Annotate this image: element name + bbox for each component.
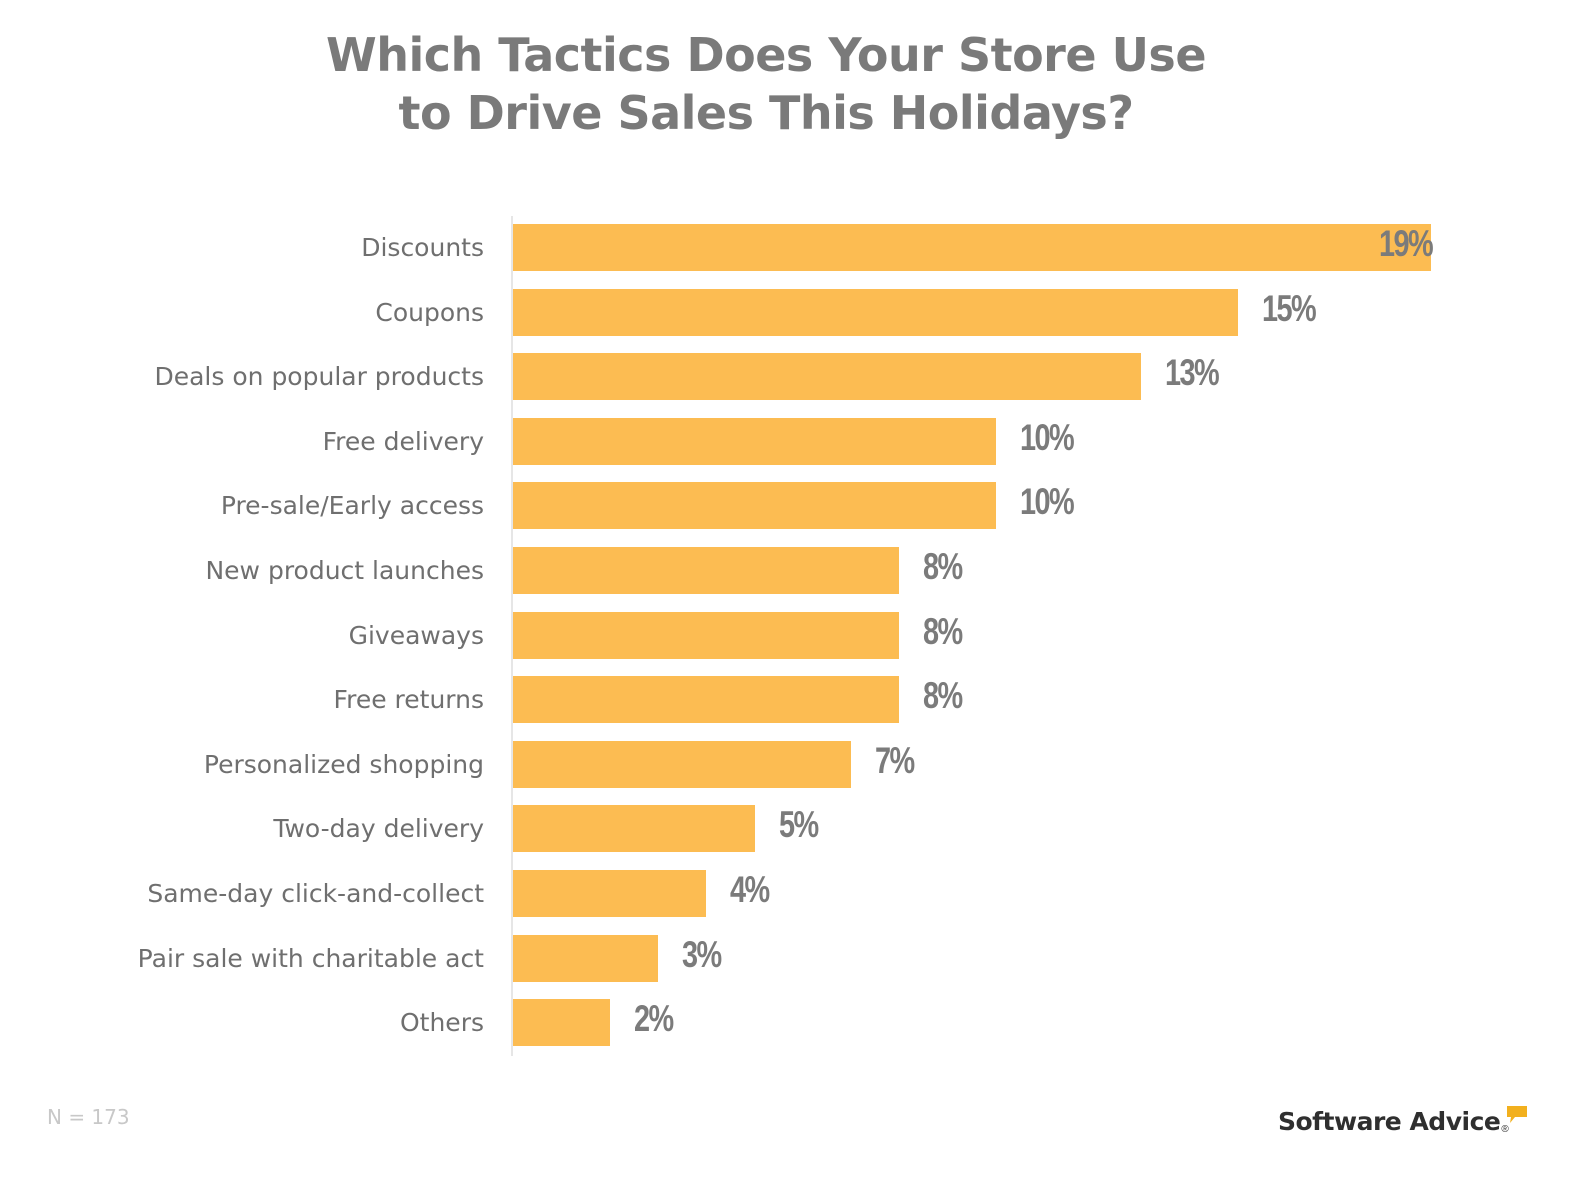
bar-row: Personalized shopping 7% — [0, 740, 1582, 788]
value-label: 7% — [875, 739, 915, 781]
bar — [513, 676, 900, 724]
bar-row: Two-day delivery 5% — [0, 804, 1582, 853]
bar-row: Others 2% — [0, 998, 1582, 1047]
value-label: 5% — [778, 804, 819, 846]
bar-row: Discounts 19% — [0, 223, 1582, 271]
brand-logo: Software Advice ® — [1278, 1104, 1527, 1140]
bar-row: Pair sale with charitable act 3% — [0, 934, 1582, 982]
category-label: New product launches — [205, 556, 484, 585]
bar — [513, 999, 610, 1047]
bar — [513, 870, 707, 917]
bar-row: Giveaways 8% — [0, 611, 1582, 659]
chart-title: Which Tactics Does Your Store Use to Dri… — [0, 26, 1532, 142]
registered-mark: ® — [1501, 1124, 1509, 1135]
value-label: 13% — [1164, 352, 1220, 394]
bar — [513, 353, 1141, 401]
category-label: Others — [399, 1008, 484, 1038]
value-label: 19% — [1378, 223, 1434, 264]
value-label: 3% — [681, 933, 722, 975]
value-label: 8% — [923, 610, 963, 652]
bar-row: Pre-sale/Early access 10% — [0, 481, 1582, 530]
category-label: Deals on popular products — [154, 362, 484, 392]
value-label: 10% — [1020, 481, 1075, 523]
bar — [513, 224, 1431, 271]
value-label: 4% — [730, 869, 770, 910]
chart-title-line-1: Which Tactics Does Your Store Use — [325, 28, 1207, 82]
bar-row: Coupons 15% — [0, 288, 1582, 336]
bar — [513, 805, 755, 853]
category-label: Same-day click-and-collect — [147, 879, 484, 908]
category-label: Free returns — [333, 685, 484, 715]
y-axis-line — [511, 216, 513, 1056]
category-label: Free delivery — [322, 426, 484, 456]
category-label: Personalized shopping — [203, 749, 484, 779]
value-label: 8% — [923, 546, 963, 587]
bar-row: Free delivery 10% — [0, 417, 1582, 465]
bar — [513, 482, 996, 530]
category-label: Pre-sale/Early access — [220, 491, 484, 521]
category-label: Giveaways — [348, 620, 484, 650]
bar-row: New product launches 8% — [0, 546, 1582, 594]
bar-row: Deals on popular products 13% — [0, 352, 1582, 401]
brand-name: Software Advice — [1278, 1107, 1501, 1136]
value-label: 15% — [1261, 287, 1317, 329]
bar — [513, 288, 1238, 336]
bar — [513, 934, 658, 982]
bar-row: Same-day click-and-collect 4% — [0, 869, 1582, 917]
bar — [513, 547, 900, 594]
value-label: 2% — [633, 998, 674, 1040]
value-label: 8% — [923, 675, 963, 717]
category-label: Coupons — [375, 297, 484, 327]
chart-title-line-2: to Drive Sales This Holidays? — [398, 86, 1135, 140]
speech-bubble-icon — [1506, 1106, 1527, 1129]
sample-size-note: N = 173 — [47, 1105, 130, 1129]
bar — [513, 417, 996, 465]
bar — [513, 740, 852, 788]
category-label: Two-day delivery — [273, 814, 484, 844]
bar — [513, 611, 900, 659]
category-label: Pair sale with charitable act — [137, 943, 484, 973]
value-label: 10% — [1020, 416, 1075, 458]
bar-row: Free returns 8% — [0, 675, 1582, 724]
category-label: Discounts — [361, 233, 484, 262]
